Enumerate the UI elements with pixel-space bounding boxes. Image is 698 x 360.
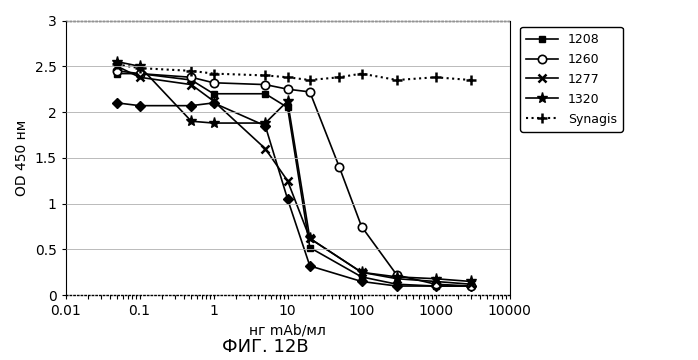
1277 [283, 179, 292, 183]
1320 [261, 121, 269, 125]
Synagis [209, 71, 218, 76]
1277 [135, 75, 144, 80]
Synagis [431, 75, 440, 80]
1277 [431, 279, 440, 284]
1320 [357, 270, 366, 274]
1277 [306, 236, 314, 240]
Synagis [393, 78, 401, 82]
1260 [357, 224, 366, 229]
1320 [187, 119, 195, 123]
1320 [467, 279, 475, 284]
1208 [187, 78, 195, 82]
1277 [113, 64, 121, 68]
Y-axis label: OD 450 нм: OD 450 нм [15, 120, 29, 196]
1260 [467, 284, 475, 288]
1208 [306, 246, 314, 250]
1320 [283, 99, 292, 103]
Synagis [357, 71, 366, 76]
1260 [306, 90, 314, 94]
1277 [261, 147, 269, 151]
Text: ФИГ. 12В: ФИГ. 12В [222, 338, 309, 356]
1320 [113, 59, 121, 64]
1320 [431, 276, 440, 281]
1277 [187, 82, 195, 87]
1260 [209, 81, 218, 85]
Synagis [335, 75, 343, 80]
1320 [306, 236, 314, 240]
1320 [393, 275, 401, 279]
Synagis [467, 78, 475, 82]
1260 [283, 87, 292, 91]
1260 [335, 165, 343, 169]
1260 [113, 69, 121, 73]
1260 [393, 273, 401, 277]
1277 [357, 270, 366, 274]
1208 [113, 71, 121, 76]
1320 [135, 64, 144, 68]
Synagis [113, 62, 121, 67]
1277 [209, 99, 218, 103]
1260 [261, 82, 269, 87]
1320 [209, 121, 218, 125]
1208 [135, 71, 144, 76]
Synagis [261, 73, 269, 78]
Line: Synagis: Synagis [112, 60, 476, 85]
Synagis [135, 66, 144, 70]
Line: 1277: 1277 [113, 62, 475, 288]
1208 [431, 284, 440, 288]
Synagis [306, 78, 314, 82]
1260 [187, 75, 195, 80]
Legend: 1208, 1260, 1277, 1320, Synagis: 1208, 1260, 1277, 1320, Synagis [520, 27, 623, 132]
1208 [209, 91, 218, 96]
1277 [393, 276, 401, 281]
1208 [467, 284, 475, 288]
Line: 1208: 1208 [114, 70, 475, 289]
1277 [467, 282, 475, 286]
Synagis [283, 75, 292, 80]
Line: 1260: 1260 [113, 67, 475, 290]
1208 [283, 105, 292, 110]
Line: 1320: 1320 [112, 56, 477, 287]
1260 [135, 71, 144, 76]
1208 [261, 91, 269, 96]
X-axis label: нг mAb/мл: нг mAb/мл [249, 324, 326, 338]
1260 [431, 282, 440, 286]
1208 [393, 282, 401, 286]
1208 [357, 275, 366, 279]
Synagis [187, 69, 195, 73]
